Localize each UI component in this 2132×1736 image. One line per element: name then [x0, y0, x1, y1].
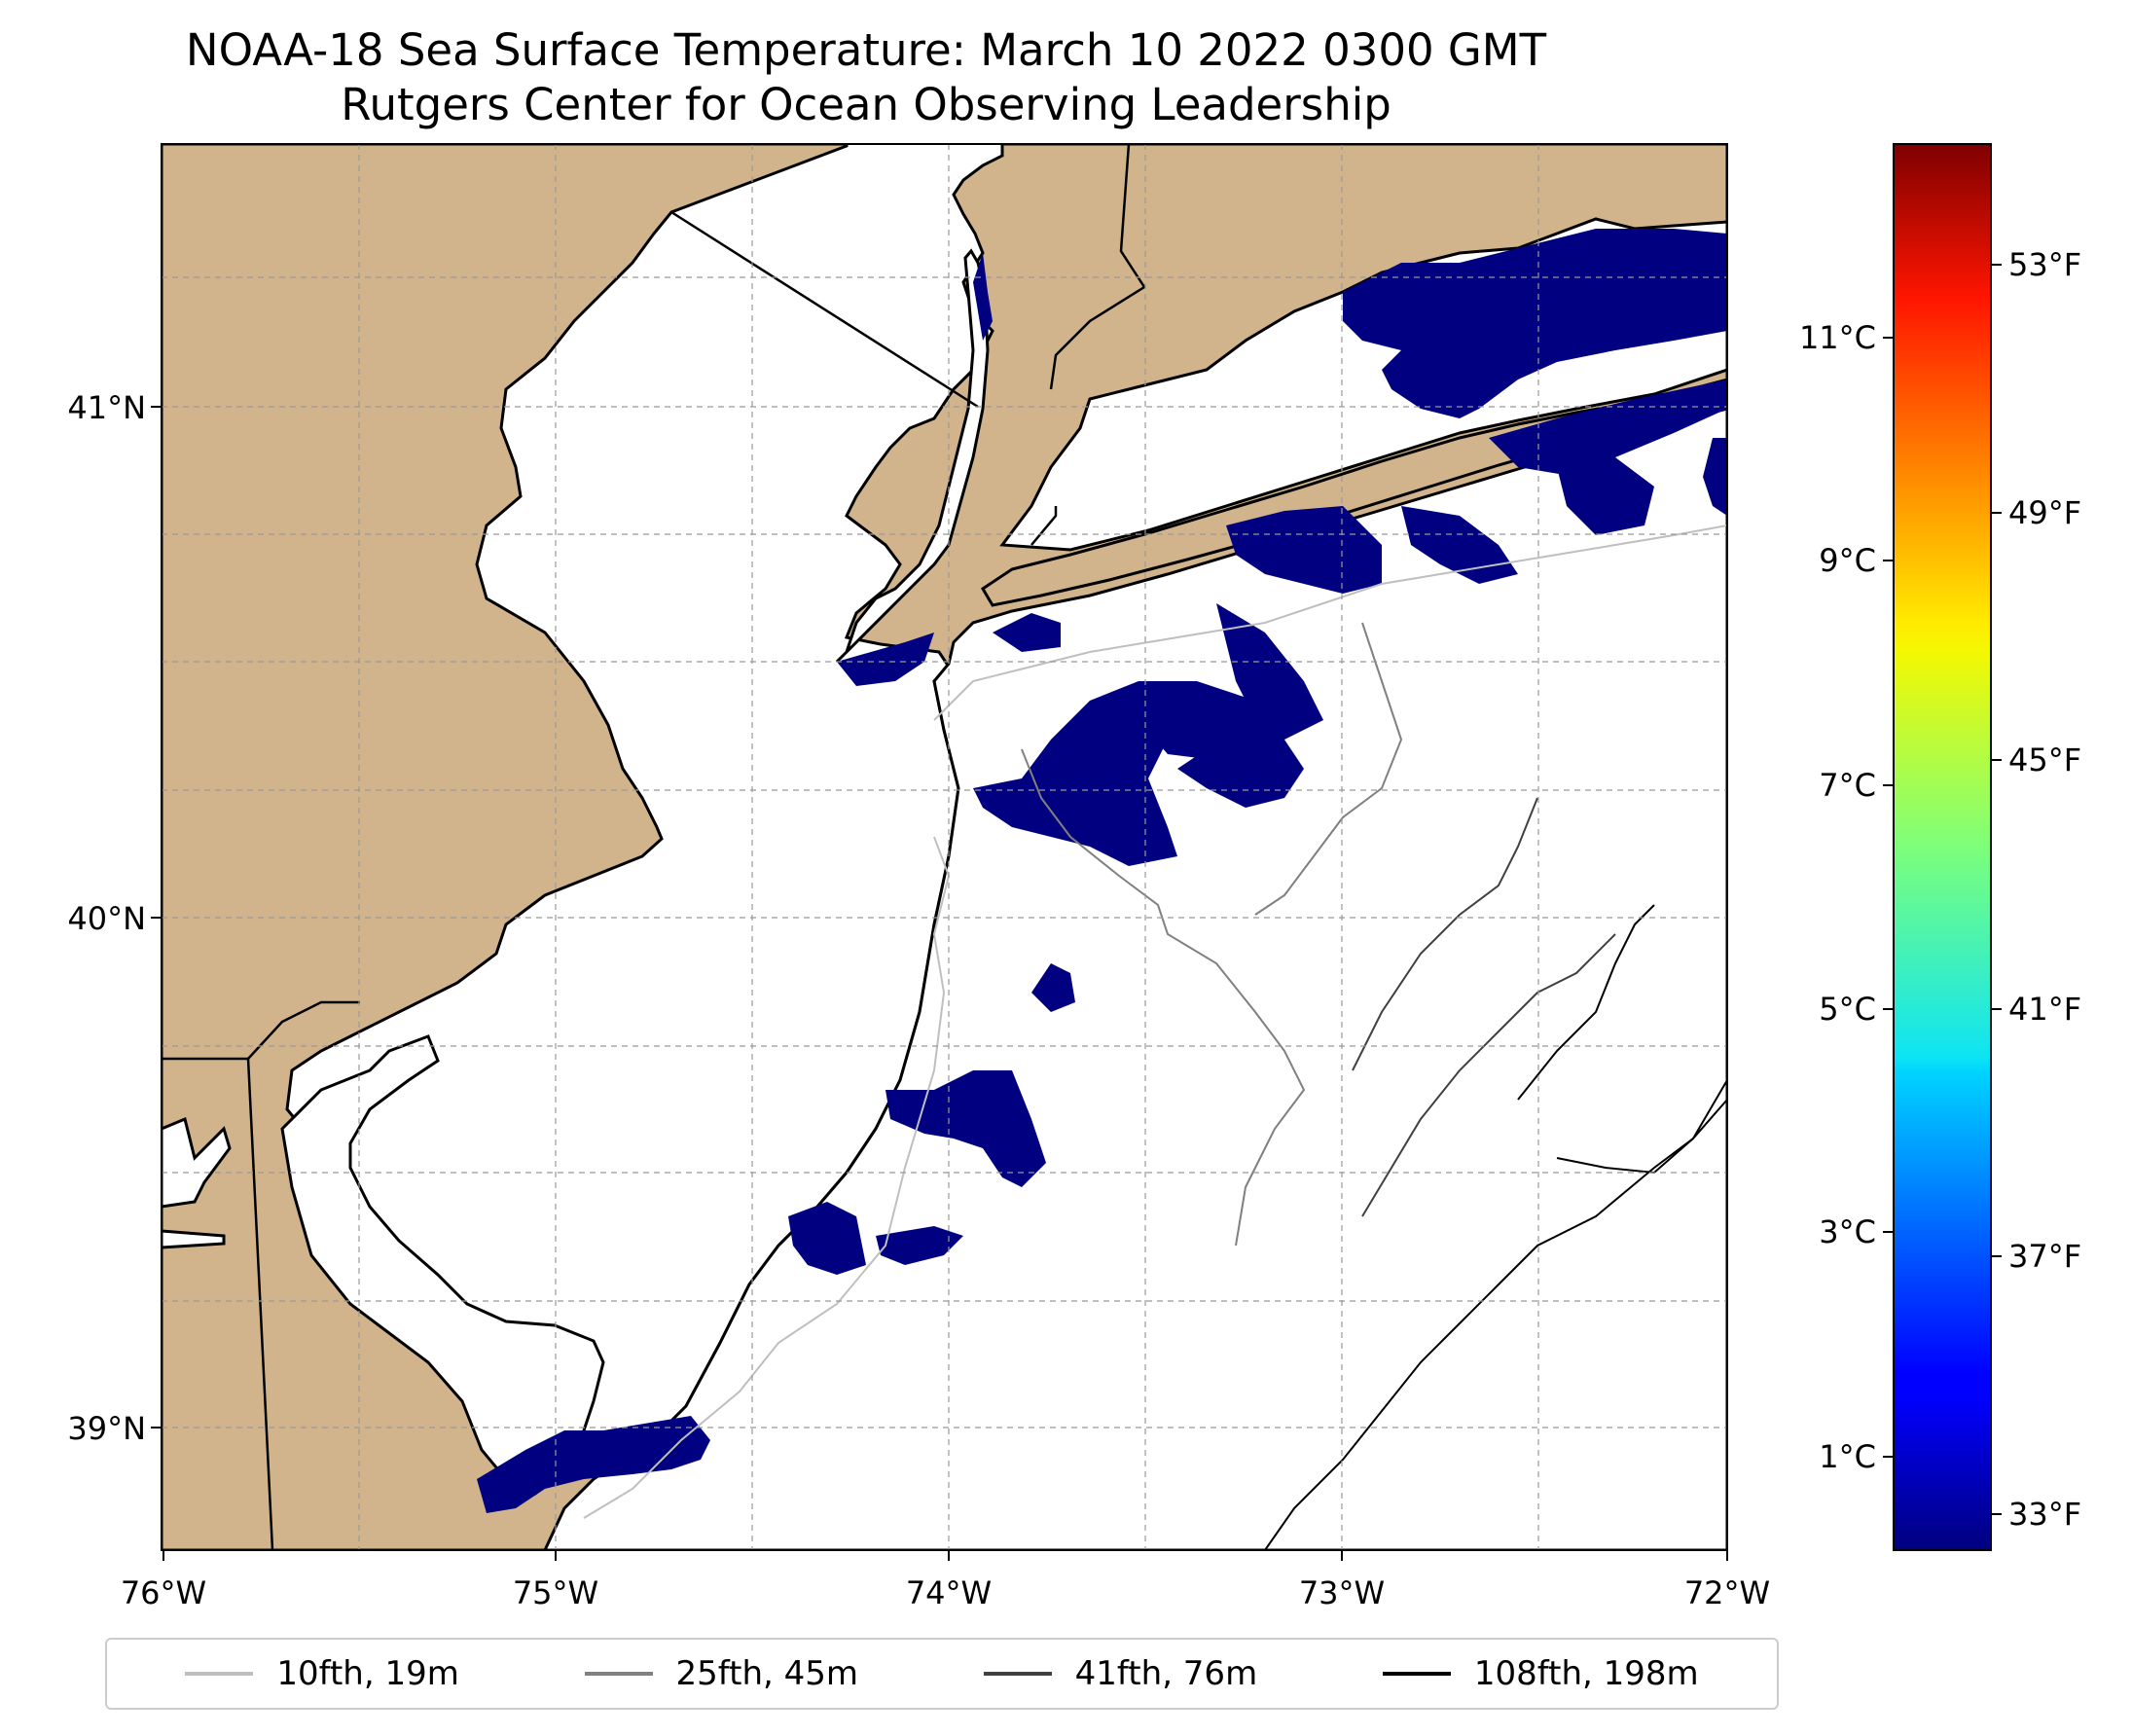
lon-tick-74w: 74°W: [906, 1574, 992, 1611]
chart-title: NOAA-18 Sea Surface Temperature: March 1…: [0, 23, 1732, 132]
map-frame: [161, 143, 1728, 1551]
chesapeake-water: [162, 1116, 232, 1249]
legend-swatch-108fth: [1382, 1672, 1451, 1676]
state-borders: [162, 144, 1146, 1550]
lon-tick-76w: 76°W: [121, 1574, 206, 1611]
sst-patches: [477, 229, 1727, 1513]
colorbar-ticks: [1883, 264, 2002, 1515]
lat-tick-40n: 40°N: [67, 900, 146, 937]
legend: 10fth, 19m 25fth, 45m 41fth, 76m 108fth,…: [105, 1638, 1779, 1710]
legend-item-41fth: 41fth, 76m: [983, 1654, 1258, 1693]
cbar-f-41: 41°F: [2008, 991, 2081, 1028]
legend-label-108fth: 108fth, 198m: [1473, 1654, 1699, 1693]
cbar-c-11: 11°C: [1799, 319, 1876, 356]
map-area: [162, 144, 1727, 1550]
cbar-f-33: 33°F: [2008, 1496, 2081, 1533]
cbar-c-5: 5°C: [1819, 991, 1876, 1028]
cbar-f-37: 37°F: [2008, 1238, 2081, 1275]
lat-tick-39n: 39°N: [67, 1410, 146, 1447]
legend-label-41fth: 41fth, 76m: [1074, 1654, 1258, 1693]
title-line-1: NOAA-18 Sea Surface Temperature: March 1…: [185, 24, 1547, 76]
delaware-bay: [280, 1034, 605, 1496]
title-line-2: Rutgers Center for Ocean Observing Leade…: [341, 79, 1391, 130]
legend-label-10fth: 10fth, 19m: [276, 1654, 459, 1693]
legend-swatch-10fth: [185, 1672, 254, 1676]
lat-tick-41n: 41°N: [67, 389, 146, 426]
lon-tick-73w: 73°W: [1299, 1574, 1385, 1611]
legend-label-25fth: 25fth, 45m: [675, 1654, 859, 1693]
cbar-c-9: 9°C: [1819, 542, 1876, 579]
legend-item-25fth: 25fth, 45m: [584, 1654, 859, 1693]
axis-ticks: [151, 406, 1728, 1561]
ny-harbor: [835, 248, 990, 664]
colorbar: [1893, 143, 1992, 1551]
legend-swatch-25fth: [584, 1672, 653, 1676]
legend-item-108fth: 108fth, 198m: [1382, 1654, 1699, 1693]
map-grid: [162, 144, 1727, 1550]
lon-tick-72w: 72°W: [1684, 1574, 1770, 1611]
cbar-f-49: 49°F: [2008, 494, 2081, 531]
cbar-c-3: 3°C: [1819, 1213, 1876, 1250]
legend-swatch-41fth: [983, 1672, 1052, 1676]
cbar-c-1: 1°C: [1819, 1438, 1876, 1475]
legend-item-10fth: 10fth, 19m: [185, 1654, 459, 1693]
cbar-f-53: 53°F: [2008, 246, 2081, 283]
bathymetry-contours: [583, 524, 1727, 1550]
lon-tick-75w: 75°W: [513, 1574, 598, 1611]
cbar-c-7: 7°C: [1819, 767, 1876, 804]
cbar-f-45: 45°F: [2008, 741, 2081, 778]
